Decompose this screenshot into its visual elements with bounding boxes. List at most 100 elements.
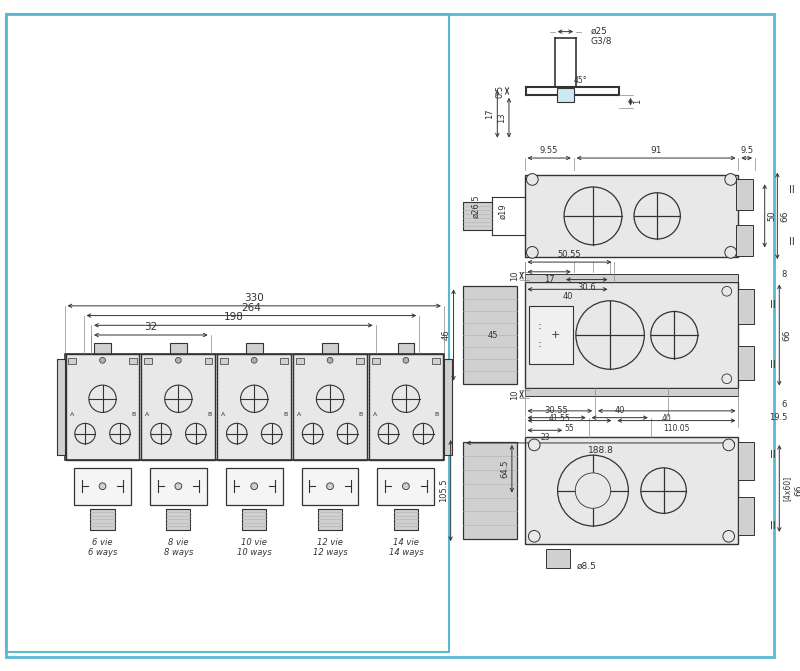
Bar <box>226 468 282 505</box>
Text: 50: 50 <box>768 211 777 221</box>
Text: A: A <box>373 412 377 417</box>
Bar <box>525 437 738 544</box>
Circle shape <box>575 473 610 509</box>
Text: +: + <box>551 330 560 340</box>
Bar <box>444 360 451 455</box>
Bar <box>378 468 434 505</box>
Bar <box>356 358 364 364</box>
Bar <box>738 497 754 535</box>
Circle shape <box>403 358 409 363</box>
Bar <box>738 346 754 380</box>
Bar <box>296 358 304 364</box>
Text: II: II <box>789 237 794 247</box>
Text: 330: 330 <box>244 293 264 303</box>
Bar <box>246 343 262 354</box>
Bar <box>166 509 190 530</box>
Text: 264: 264 <box>242 303 262 313</box>
Text: 55: 55 <box>565 423 574 433</box>
Bar <box>302 468 358 505</box>
Text: II: II <box>770 300 775 310</box>
Text: 9.5: 9.5 <box>740 146 754 155</box>
Circle shape <box>175 358 182 363</box>
Bar <box>281 358 288 364</box>
Bar <box>150 468 207 505</box>
Text: 1: 1 <box>634 99 642 104</box>
Text: 30.6: 30.6 <box>578 282 596 291</box>
Bar <box>735 225 753 256</box>
Text: ø8.5: ø8.5 <box>577 562 597 570</box>
Bar <box>170 343 186 354</box>
Text: 23: 23 <box>540 433 550 442</box>
Text: B: B <box>359 412 363 417</box>
Bar <box>463 202 493 230</box>
Bar <box>322 343 338 354</box>
Bar <box>218 354 291 460</box>
Text: 12 vie
12 ways: 12 vie 12 ways <box>313 537 347 557</box>
Bar <box>369 354 443 460</box>
Text: [4x60]: [4x60] <box>782 476 791 501</box>
Text: 50.55: 50.55 <box>558 250 582 259</box>
Text: 30.55: 30.55 <box>545 406 569 415</box>
Circle shape <box>529 439 540 451</box>
Circle shape <box>725 246 737 258</box>
Text: 10: 10 <box>510 389 518 399</box>
Circle shape <box>99 358 106 363</box>
Circle shape <box>529 531 540 542</box>
Text: 9.55: 9.55 <box>540 146 558 155</box>
Text: 45°: 45° <box>573 76 586 85</box>
Text: 14 vie
14 ways: 14 vie 14 ways <box>389 537 423 557</box>
Bar <box>432 358 440 364</box>
Text: B: B <box>283 412 287 417</box>
Circle shape <box>175 483 182 490</box>
Circle shape <box>722 287 732 296</box>
Text: ø25: ø25 <box>590 27 607 36</box>
Circle shape <box>326 483 334 490</box>
Bar <box>525 274 738 282</box>
Bar <box>57 360 65 455</box>
Bar <box>557 88 574 101</box>
Text: 110.05: 110.05 <box>663 423 690 433</box>
Bar <box>546 549 570 568</box>
Bar <box>398 343 414 354</box>
Circle shape <box>526 246 538 258</box>
Bar <box>293 354 367 460</box>
Text: ø19: ø19 <box>498 203 508 219</box>
Text: 10: 10 <box>510 270 518 281</box>
Text: 10 vie
10 ways: 10 vie 10 ways <box>237 537 271 557</box>
Text: 6: 6 <box>782 400 786 409</box>
Circle shape <box>526 174 538 185</box>
Circle shape <box>99 483 106 490</box>
Text: B: B <box>434 412 439 417</box>
Text: 40: 40 <box>614 406 625 415</box>
Bar <box>129 358 137 364</box>
Text: 13: 13 <box>497 112 506 123</box>
Circle shape <box>725 174 737 185</box>
Text: A: A <box>221 412 226 417</box>
Text: 6 vie
6 ways: 6 vie 6 ways <box>88 537 118 557</box>
Bar <box>318 509 342 530</box>
Text: 19.5: 19.5 <box>770 413 788 422</box>
Text: B: B <box>131 412 135 417</box>
Text: 8: 8 <box>782 270 786 279</box>
Text: II: II <box>770 521 775 531</box>
Bar <box>463 287 517 384</box>
Bar <box>530 305 573 364</box>
Circle shape <box>251 358 257 363</box>
Text: II: II <box>770 450 775 460</box>
Text: 46: 46 <box>442 329 450 340</box>
Circle shape <box>723 439 734 451</box>
Text: :: : <box>538 321 541 331</box>
Circle shape <box>402 483 410 490</box>
Bar <box>738 289 754 323</box>
Bar <box>738 442 754 480</box>
Circle shape <box>251 483 258 490</box>
Bar <box>220 358 228 364</box>
Bar <box>463 442 517 539</box>
Text: 17: 17 <box>544 274 554 284</box>
Bar <box>142 354 215 460</box>
Text: 66: 66 <box>782 329 791 341</box>
Text: 8 vie
8 ways: 8 vie 8 ways <box>164 537 193 557</box>
Text: 32: 32 <box>144 322 158 332</box>
Text: II: II <box>789 185 794 195</box>
Bar <box>394 509 418 530</box>
